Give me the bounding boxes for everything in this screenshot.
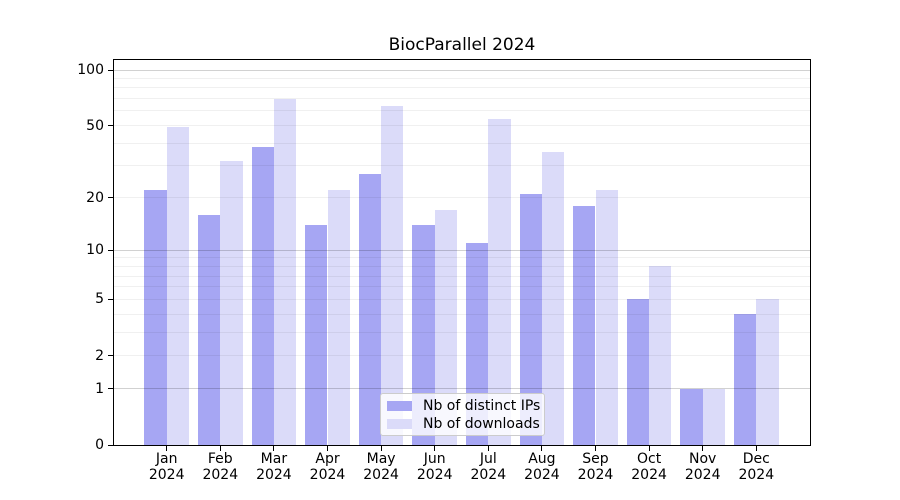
ips-legend-swatch [387,400,412,411]
minor-gridline [114,77,810,79]
bar-ips-apr [305,224,328,445]
x-axis-tick [595,446,596,451]
x-axis-tick-label: Mar 2024 [256,451,292,483]
legend-item: Nb of distinct IPs [387,399,544,413]
bar-downloads-jul [488,119,511,445]
y-axis-tick [108,69,114,71]
x-axis-tick [327,446,328,451]
bar-ips-dec [734,314,757,445]
minor-gridline [114,87,810,89]
minor-gridline [114,197,810,199]
y-axis-tick-label: 50 [86,117,104,134]
bar-ips-jan [144,190,167,445]
legend-label: Nb of distinct IPs [423,397,541,414]
legend: Nb of distinct IPs Nb of downloads [380,393,545,436]
x-axis-tick-label: Aug 2024 [524,451,560,483]
minor-gridline [114,125,810,127]
downloads-legend-swatch [387,418,412,429]
bar-ips-mar [251,147,274,445]
x-axis-tick [755,446,757,451]
minor-gridline [114,298,810,300]
y-axis-tick-label: 100 [77,62,104,79]
bar-downloads-oct [649,266,672,445]
x-axis-tick-label: Oct 2024 [631,451,667,483]
bar-downloads-feb [220,160,243,445]
bar-ips-nov [680,388,703,445]
minor-gridline [114,165,810,167]
major-gridline [114,249,810,251]
minor-gridline [114,275,810,277]
minor-gridline [114,286,810,288]
x-axis-tick-label: Apr 2024 [309,451,346,483]
bar-downloads-nov [702,388,725,445]
bar-downloads-jan [166,127,189,445]
bar-downloads-sep [595,190,618,445]
x-axis-tick-label: Feb 2024 [202,451,239,483]
x-axis-tick [219,446,221,451]
y-axis-tick-label: 0 [95,437,104,453]
legend-label: Nb of downloads [423,415,540,432]
bar-downloads-aug [541,151,565,445]
minor-gridline [114,265,810,267]
x-axis-tick [702,446,704,451]
bar-downloads-apr [327,190,350,445]
x-axis-tick-label: Nov 2024 [684,451,721,483]
y-axis-tick [108,197,114,199]
x-axis-tick [487,446,489,451]
bar-ips-jun [412,224,435,445]
minor-gridline [114,142,810,144]
minor-gridline [114,355,810,357]
minor-gridline [114,313,810,315]
x-axis-tick-label: Jan 2024 [148,451,185,483]
x-axis-tick [273,446,275,451]
x-axis-tick-label: Jul 2024 [470,451,507,483]
bar-downloads-may [381,105,404,445]
x-axis-tick [434,446,436,451]
plot-area: Nb of distinct IPs Nb of downloads [114,60,810,445]
minor-gridline [114,110,810,112]
legend-item: Nb of downloads [387,417,544,431]
y-axis-tick-label: 2 [95,347,104,364]
major-gridline [114,69,810,71]
x-axis-tick [648,446,650,451]
chart-title: BiocParallel 2024 [388,35,536,55]
x-axis-tick [166,446,168,451]
x-axis-tick-label: Sep 2024 [577,451,614,483]
x-axis-tick-label: Jun 2024 [416,451,453,483]
bar-downloads-mar [273,98,297,445]
minor-gridline [114,98,810,100]
major-gridline [114,388,810,390]
bar-downloads-dec [756,299,779,445]
y-axis-tick-label: 5 [95,291,104,308]
bar-ips-oct [626,299,650,445]
x-axis-tick-label: Dec 2024 [738,451,775,483]
y-axis-tick [108,444,114,446]
bar-ips-sep [573,205,596,445]
bar-downloads-jun [434,210,457,445]
y-axis-tick-label: 10 [86,242,104,259]
y-axis-tick [108,388,114,390]
y-axis-tick [108,249,114,251]
minor-gridline [114,331,810,333]
y-axis-tick-label: 20 [86,189,104,206]
y-axis-tick [108,355,114,357]
y-axis-tick [108,298,114,300]
x-axis-tick [541,446,543,451]
y-axis-tick [108,125,114,127]
x-axis-tick [380,446,382,451]
y-axis-tick-label: 1 [95,380,104,397]
bar-ips-feb [198,214,221,445]
bar-ips-may [358,174,382,445]
x-axis-tick-label: May 2024 [363,451,399,483]
bar-ips-aug [519,193,542,445]
minor-gridline [114,257,810,259]
